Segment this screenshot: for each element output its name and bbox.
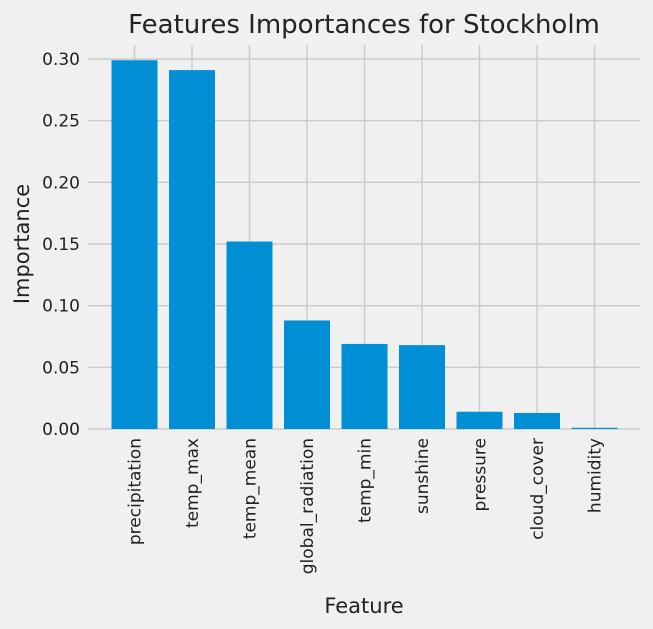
x-tick-label: sunshine [413,438,433,514]
bar-precipitation [111,60,158,429]
x-tick-label: cloud_cover [528,438,548,540]
bars [111,60,618,429]
bar-temp-max [169,70,215,429]
y-tick-label: 0.25 [42,112,80,132]
x-tick-label: global_radiation [298,438,318,574]
bar-pressure [456,411,503,429]
bar-sunshine [399,345,445,429]
x-tick-label: precipitation [126,438,146,545]
y-tick-label: 0.15 [42,235,80,255]
y-axis-ticks: 0.00 0.05 0.10 0.15 0.20 0.25 0.30 [42,50,80,440]
y-tick-label: 0.20 [42,173,80,193]
bar-temp-mean [226,241,273,429]
x-axis-label: Feature [324,594,403,618]
y-tick-label: 0.10 [42,297,80,317]
x-tick-label: temp_min [356,438,376,523]
y-tick-label: 0.05 [42,358,80,378]
x-axis-ticks: precipitation temp_max temp_mean global_rad… [126,438,606,574]
y-tick-label: 0.00 [42,420,80,440]
x-tick-label: pressure [471,438,491,511]
bar-temp-min [341,343,388,429]
y-axis-label: Importance [10,184,34,304]
bar-cloud-cover [514,412,560,429]
bar-humidity [571,427,618,429]
x-tick-label: temp_mean [241,438,261,539]
bar-global-radiation [284,320,330,429]
chart-title: Features Importances for Stockholm [128,10,600,40]
y-tick-label: 0.30 [42,50,80,70]
x-tick-label: humidity [586,438,606,513]
x-tick-label: temp_max [183,438,203,528]
